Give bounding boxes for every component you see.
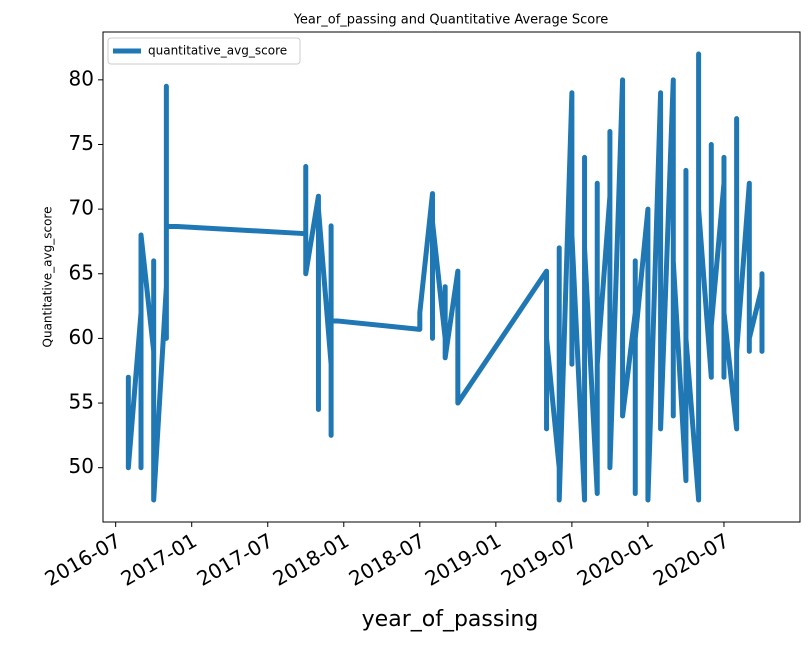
- legend-label: quantitative_avg_score: [148, 44, 287, 58]
- x-tick-label: 2020-07: [649, 528, 733, 591]
- x-axis-label: year_of_passing: [362, 607, 539, 632]
- x-tick-label: 2018-01: [269, 528, 353, 591]
- x-tick-label: 2017-07: [193, 528, 277, 591]
- legend-box: [107, 37, 301, 65]
- x-tick-label: 2019-07: [497, 528, 581, 591]
- line: [125, 51, 765, 503]
- y-tick-label: 70: [69, 196, 94, 220]
- plot-frame: [102, 31, 801, 523]
- y-tick-label: 55: [69, 390, 94, 414]
- x-tick-label: 2018-07: [345, 528, 429, 591]
- x-tick-label: 2016-07: [41, 528, 125, 591]
- x-tick-label: 2020-01: [573, 528, 657, 591]
- chart-title: Year_of_passing and Quantitative Average…: [293, 13, 609, 28]
- y-tick-label: 80: [69, 66, 94, 90]
- y-axis-label: Quantitative_avg_score: [41, 207, 55, 348]
- y-tick-label: 75: [69, 131, 94, 155]
- x-tick-label: 2019-01: [421, 528, 505, 591]
- y-tick-label: 65: [69, 260, 94, 284]
- y-tick-label: 50: [69, 454, 94, 478]
- x-tick-label: 2017-01: [117, 528, 201, 591]
- y-tick-label: 60: [69, 325, 94, 349]
